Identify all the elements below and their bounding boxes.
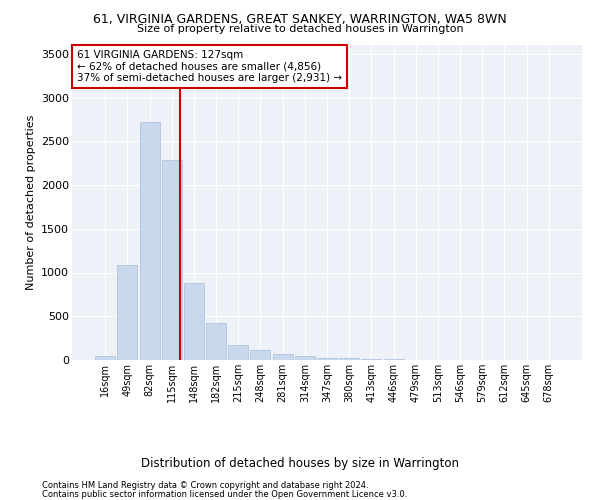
Bar	[295, 356, 315, 360]
Bar	[339, 358, 359, 360]
Bar	[361, 359, 382, 360]
Bar	[272, 354, 293, 360]
Bar	[206, 324, 226, 360]
Bar	[140, 122, 160, 360]
Bar	[95, 356, 115, 360]
Bar	[118, 264, 137, 360]
Text: 61 VIRGINIA GARDENS: 127sqm
← 62% of detached houses are smaller (4,856)
37% of : 61 VIRGINIA GARDENS: 127sqm ← 62% of det…	[77, 50, 342, 83]
Bar	[184, 283, 204, 360]
Bar	[162, 160, 182, 360]
Bar	[228, 345, 248, 360]
Bar	[250, 350, 271, 360]
Text: Contains public sector information licensed under the Open Government Licence v3: Contains public sector information licen…	[42, 490, 407, 499]
Text: Contains HM Land Registry data © Crown copyright and database right 2024.: Contains HM Land Registry data © Crown c…	[42, 481, 368, 490]
Bar	[317, 358, 337, 360]
Y-axis label: Number of detached properties: Number of detached properties	[26, 115, 35, 290]
Text: Distribution of detached houses by size in Warrington: Distribution of detached houses by size …	[141, 458, 459, 470]
Text: Size of property relative to detached houses in Warrington: Size of property relative to detached ho…	[137, 24, 463, 34]
Text: 61, VIRGINIA GARDENS, GREAT SANKEY, WARRINGTON, WA5 8WN: 61, VIRGINIA GARDENS, GREAT SANKEY, WARR…	[93, 12, 507, 26]
